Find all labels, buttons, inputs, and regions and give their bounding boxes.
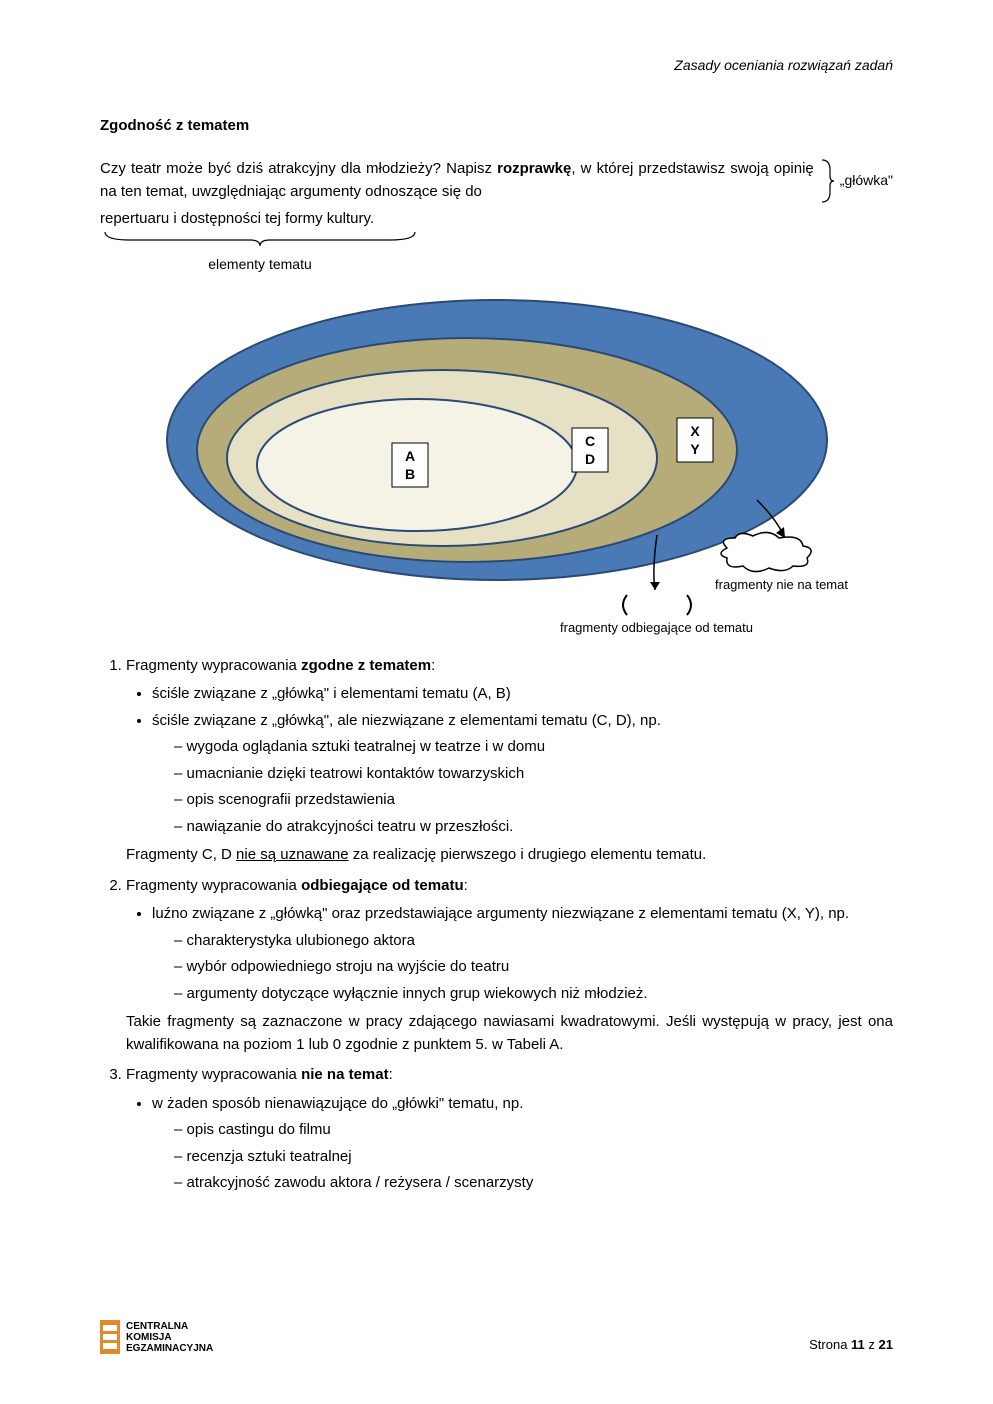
topic-line-1: Czy teatr może być dziś atrakcyjny dla m… — [100, 160, 497, 177]
svg-text:X: X — [690, 423, 700, 439]
item1-note-a: Fragmenty C, D — [126, 846, 236, 863]
item1-b1: ściśle związane z „główką" i elementami … — [152, 683, 893, 706]
item2-d2: wybór odpowiedniego stroju na wyjście do… — [174, 956, 893, 979]
brace-right-icon — [820, 158, 834, 204]
page-d: 21 — [879, 1337, 893, 1352]
elements-label: elementy tematu — [100, 254, 420, 275]
page-header-right: Zasady oceniania rozwiązań zadań — [674, 55, 893, 76]
caption-off-topic: fragmenty odbiegające od tematu — [537, 618, 777, 638]
item2-note: Takie fragmenty są zaznaczone w pracy zd… — [126, 1011, 893, 1056]
svg-text:A: A — [404, 448, 414, 464]
item1-dashes: wygoda oglądania sztuki teatralnej w tea… — [152, 736, 893, 838]
item2-d3: argumenty dotyczące wyłącznie innych gru… — [174, 983, 893, 1006]
item2-colon: : — [464, 877, 468, 894]
item3-d2: recenzja sztuki teatralnej — [174, 1146, 893, 1169]
item1-d2: umacnianie dzięki teatrowi kontaktów tow… — [174, 763, 893, 786]
item1-bullets: ściśle związane z „główką" i elementami … — [126, 683, 893, 838]
page-b: 11 — [851, 1337, 865, 1352]
main-list: Fragmenty wypracowania zgodne z tematem:… — [100, 655, 893, 1195]
topic-text: Czy teatr może być dziś atrakcyjny dla m… — [100, 158, 814, 203]
page-a: Strona — [809, 1337, 851, 1352]
underbrace-icon — [100, 230, 893, 254]
glowka-label: „główka" — [840, 170, 893, 191]
list-item-2: Fragmenty wypracowania odbiegające od te… — [126, 875, 893, 1057]
caption-not-topic: fragmenty nie na temat — [702, 575, 862, 595]
item3-b1-text: w żaden sposób nienawiązujące do „główki… — [152, 1095, 523, 1112]
item3-b1: w żaden sposób nienawiązujące do „główki… — [152, 1093, 893, 1195]
item1-note-u: nie są uznawane — [236, 846, 349, 863]
list-item-1: Fragmenty wypracowania zgodne z tematem:… — [126, 655, 893, 867]
item2-dashes: charakterystyka ulubionego aktora wybór … — [152, 930, 893, 1006]
item1-note-b: za realizację pierwszego i drugiego elem… — [349, 846, 707, 863]
item2-bullets: luźno związane z „główką" oraz przedstaw… — [126, 903, 893, 1005]
item3-intro: Fragmenty wypracowania — [126, 1066, 301, 1083]
item3-bold: nie na temat — [301, 1066, 389, 1083]
svg-text:Y: Y — [690, 441, 700, 457]
item1-note: Fragmenty C, D nie są uznawane za realiz… — [126, 844, 893, 867]
item1-d3: opis scenografii przedstawienia — [174, 789, 893, 812]
logo-line1: CENTRALNA — [126, 1321, 213, 1332]
svg-text:D: D — [584, 451, 594, 467]
logo-icon — [100, 1320, 120, 1354]
svg-text:B: B — [404, 466, 414, 482]
section-title: Zgodność z tematem — [100, 115, 893, 138]
page-footer: CENTRALNA KOMISJA EGZAMINACYJNA Strona 1… — [100, 1320, 893, 1354]
item3-colon: : — [389, 1066, 393, 1083]
svg-text:C: C — [584, 433, 594, 449]
item1-d4: nawiązanie do atrakcyjności teatru w prz… — [174, 816, 893, 839]
item2-d1: charakterystyka ulubionego aktora — [174, 930, 893, 953]
item1-colon: : — [431, 657, 435, 674]
underbrace-wrap: repertuaru i dostępności tej formy kultu… — [100, 208, 893, 275]
item2-b1: luźno związane z „główką" oraz przedstaw… — [152, 903, 893, 1005]
item2-intro: Fragmenty wypracowania — [126, 877, 301, 894]
topic-underlined: repertuaru i dostępności tej formy kultu… — [100, 210, 374, 227]
item1-d1: wygoda oglądania sztuki teatralnej w tea… — [174, 736, 893, 759]
page-number: Strona 11 z 21 — [809, 1335, 893, 1355]
item3-bullets: w żaden sposób nienawiązujące do „główki… — [126, 1093, 893, 1195]
item3-dashes: opis castingu do filmu recenzja sztuki t… — [152, 1119, 893, 1195]
topic-row: Czy teatr może być dziś atrakcyjny dla m… — [100, 158, 893, 204]
item2-bold: odbiegające od tematu — [301, 877, 464, 894]
item1-b2-text: ściśle związane z „główką", ale niezwiąz… — [152, 712, 661, 729]
item1-intro: Fragmenty wypracowania — [126, 657, 301, 674]
item1-bold: zgodne z tematem — [301, 657, 431, 674]
logo: CENTRALNA KOMISJA EGZAMINACYJNA — [100, 1320, 213, 1354]
ellipse-diagram: A B C D X Y fragmenty odbiegające od tem… — [157, 290, 837, 630]
logo-line3: EGZAMINACYJNA — [126, 1343, 213, 1354]
logo-text: CENTRALNA KOMISJA EGZAMINACYJNA — [126, 1321, 213, 1354]
logo-line2: KOMISJA — [126, 1332, 213, 1343]
item3-d3: atrakcyjność zawodu aktora / reżysera / … — [174, 1172, 893, 1195]
item2-b1-text: luźno związane z „główką" oraz przedstaw… — [152, 905, 849, 922]
page-c: z — [865, 1337, 879, 1352]
list-item-3: Fragmenty wypracowania nie na temat: w ż… — [126, 1064, 893, 1195]
item1-b2: ściśle związane z „główką", ale niezwiąz… — [152, 710, 893, 839]
topic-bold: rozprawkę — [497, 160, 571, 177]
item3-d1: opis castingu do filmu — [174, 1119, 893, 1142]
